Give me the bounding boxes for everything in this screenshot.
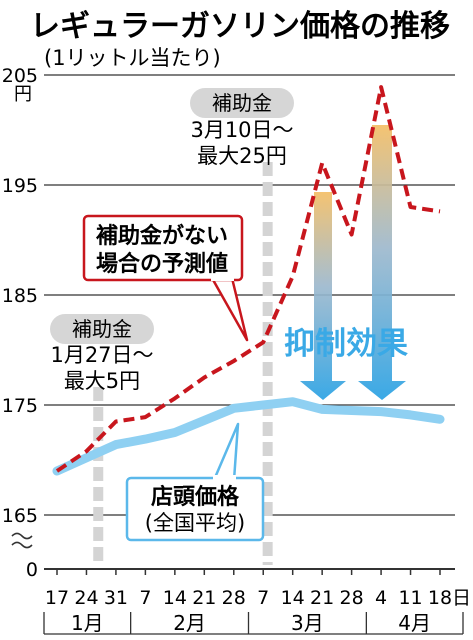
y-tick-label: 195 — [2, 175, 38, 197]
x-tick-label: 17 — [45, 587, 69, 609]
forecast-label-line2: 場合の予測値 — [96, 251, 228, 277]
subsidy2-amount: 最大25円 — [197, 144, 287, 168]
retail-callout: 店頭価格 (全国平均) — [125, 422, 265, 542]
chart-subtitle: (1リットル当たり) — [44, 46, 221, 70]
subsidy2-tag-bg — [190, 88, 294, 118]
month-label: 4月 — [398, 611, 431, 635]
x-tick-label: 24 — [74, 587, 98, 609]
month-label: 3月 — [291, 611, 324, 635]
subsidy1-amount: 最大5円 — [64, 369, 140, 393]
subsidy1-date: 1月27日〜 — [50, 343, 153, 367]
y-tick-label: 205 — [2, 65, 38, 87]
x-tick-label: 7 — [139, 587, 151, 609]
subsidy2-date: 3月10日〜 — [190, 118, 293, 142]
series-line-retail — [52, 397, 445, 476]
forecast-label-line1: 補助金がない — [95, 223, 228, 249]
subsidy2-annotation: 補助金 3月10日〜 最大25円 — [190, 88, 294, 168]
axis-break-icon — [11, 532, 33, 549]
forecast-callout-box — [82, 214, 244, 282]
retail-sublabel: (全国平均) — [145, 511, 245, 535]
month-label: 1月 — [71, 611, 104, 635]
x-tick-label: 21 — [310, 587, 334, 609]
x-tick-label: 28 — [340, 587, 364, 609]
y-unit-label: 円 — [14, 84, 32, 105]
x-tick-label: 11 — [398, 587, 422, 609]
x-tick-label: 14 — [281, 587, 305, 609]
x-tick-label: 18 — [428, 587, 452, 609]
forecast-callout: 補助金がない 場合の予測値 — [82, 214, 249, 342]
y-axis: 205 195 185 175 165 0 — [2, 65, 38, 581]
subsidy1-tag-bg — [50, 314, 154, 344]
forecast-callout-pointer — [210, 276, 249, 342]
series-line-forecast — [55, 85, 441, 473]
x-axis: 17 24 31 7 14 21 28 7 14 21 28 4 11 18 日1月 2月 3月 4月 — [43, 569, 471, 635]
subsidy1-annotation: 補助金 1月27日〜 最大5円 — [50, 314, 154, 393]
effect-arrow-2 — [358, 125, 406, 400]
x-tick-suffix: 日 — [452, 587, 471, 609]
y-tick-label: 175 — [2, 395, 38, 417]
subsidy1-tag: 補助金 — [72, 317, 132, 341]
retail-label: 店頭価格 — [151, 484, 240, 510]
x-tick-label: 4 — [375, 587, 387, 609]
series-lines — [52, 85, 445, 476]
subsidy-start-bands — [93, 162, 273, 565]
effect-arrows — [300, 125, 406, 400]
retail-callout-box — [125, 476, 265, 542]
y-tick-label: 165 — [2, 505, 38, 527]
effect-arrow-1 — [300, 192, 346, 400]
subsidy2-tag: 補助金 — [212, 91, 272, 115]
x-tick-label: 7 — [257, 587, 269, 609]
chart-title: レギュラーガソリン価格の推移 — [30, 9, 450, 44]
y-tick-label: 185 — [2, 285, 38, 307]
x-tick-label: 21 — [192, 587, 216, 609]
month-label: 2月 — [173, 611, 206, 635]
effect-label: 抑制効果 — [284, 326, 408, 362]
y-tick-label: 0 — [26, 559, 38, 581]
retail-callout-pointer — [212, 422, 240, 482]
x-tick-label: 31 — [104, 587, 128, 609]
x-tick-label: 28 — [222, 587, 246, 609]
x-tick-label: 14 — [163, 587, 187, 609]
